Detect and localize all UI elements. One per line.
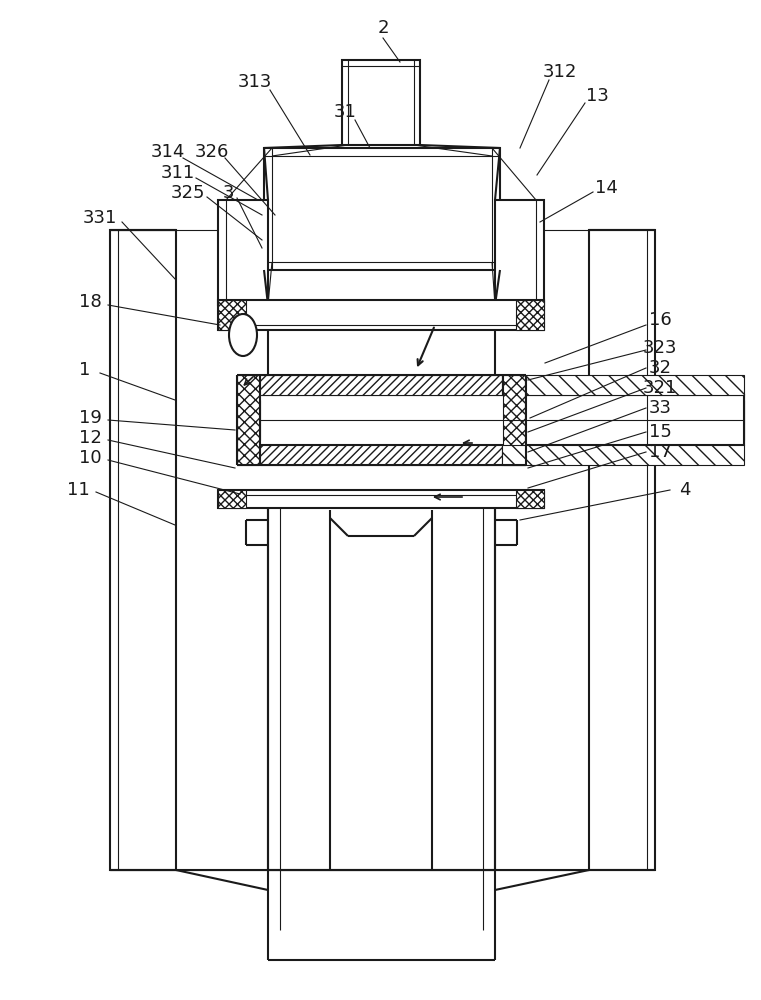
Text: 10: 10 (78, 449, 101, 467)
Bar (495, 200, 544, 305)
Text: 12: 12 (78, 429, 101, 447)
Text: 2: 2 (377, 19, 389, 37)
Bar (260, 445, 502, 465)
Text: 4: 4 (680, 481, 691, 499)
Bar (260, 375, 502, 395)
Text: 19: 19 (78, 409, 101, 427)
Text: 32: 32 (648, 359, 671, 377)
Text: 323: 323 (643, 339, 677, 357)
Bar (218, 490, 544, 508)
Bar (260, 395, 744, 445)
Text: 311: 311 (161, 164, 195, 182)
Text: 16: 16 (648, 311, 671, 329)
Bar (502, 375, 744, 395)
Bar (218, 300, 246, 330)
Text: 14: 14 (594, 179, 617, 197)
Text: 313: 313 (237, 73, 272, 91)
Bar (110, 230, 176, 870)
Text: 17: 17 (648, 443, 671, 461)
Text: 321: 321 (643, 379, 677, 397)
Text: 31: 31 (333, 103, 356, 121)
Text: 11: 11 (67, 481, 89, 499)
Bar (218, 300, 544, 330)
Bar (589, 230, 655, 870)
Text: 33: 33 (648, 399, 671, 417)
Text: 331: 331 (83, 209, 117, 227)
Bar (264, 148, 500, 270)
Bar (516, 300, 544, 330)
Bar (218, 490, 246, 508)
Bar (342, 60, 420, 145)
Text: 13: 13 (585, 87, 609, 105)
Bar (516, 490, 544, 508)
Text: 326: 326 (195, 143, 229, 161)
Bar (218, 200, 268, 305)
Bar (502, 395, 744, 445)
Text: 3: 3 (222, 184, 234, 202)
Bar (502, 445, 744, 465)
Text: 312: 312 (543, 63, 577, 81)
Ellipse shape (229, 314, 257, 356)
Bar (237, 375, 259, 465)
Text: 15: 15 (648, 423, 671, 441)
Text: 18: 18 (78, 293, 101, 311)
Text: 1: 1 (79, 361, 91, 379)
Text: 325: 325 (170, 184, 205, 202)
Bar (260, 395, 502, 445)
Bar (503, 375, 525, 465)
Text: 314: 314 (151, 143, 185, 161)
